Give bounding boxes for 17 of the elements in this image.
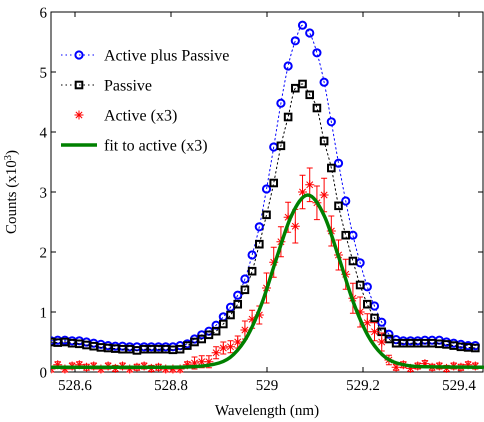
x-tick-label: 528.8 [154,378,188,394]
x-tick-label: 528.6 [58,378,92,394]
x-tick-label: 529.4 [442,378,476,394]
y-tick-label: 3 [40,185,47,202]
x-tick-label: 529.2 [346,378,380,394]
legend-label: Active (x3) [104,108,178,125]
legend-label: Passive [104,78,152,95]
y-tick-label: 1 [40,305,47,322]
y-tick-label: 5 [40,65,47,82]
legend-label: fit to active (x3) [104,138,208,155]
y-tick-label: 2 [40,245,47,262]
y-tick-label: 0 [40,365,47,382]
legend-label: Active plus Passive [104,48,230,65]
x-tick-label: 529 [256,378,278,394]
y-tick-label: 4 [40,125,48,142]
x-axis-title: Wavelength (nm) [214,403,320,419]
y-tick-label: 6 [40,5,48,22]
